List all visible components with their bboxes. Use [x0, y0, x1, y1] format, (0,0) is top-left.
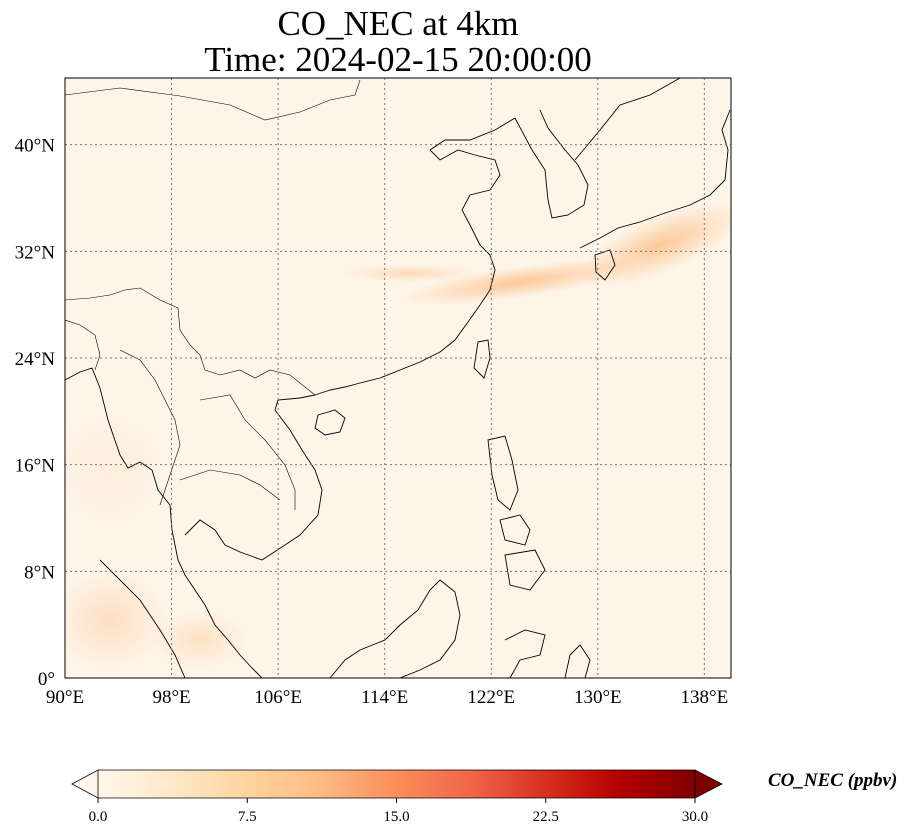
border-laos-vietnam: [199, 394, 296, 510]
coast-indochina-west: [65, 367, 263, 678]
coast-mindanao: [504, 549, 546, 591]
coast-borneo: [329, 579, 461, 678]
coast-taiwan: [473, 339, 491, 379]
map-plot-area: [65, 78, 731, 678]
coast-new-guinea: [564, 644, 591, 678]
x-tick-label: 114°E: [361, 687, 408, 708]
y-tick-label: 16°N: [15, 456, 56, 477]
colorbar-gradient: [98, 770, 695, 798]
y-tick-label: 32°N: [15, 242, 56, 263]
coast-luzon: [487, 435, 519, 511]
x-tick-labels: 90°E 98°E 106°E 114°E 122°E 130°E 138°E: [46, 687, 728, 708]
y-tick-labels: 0° 8°N 16°N 24°N 32°N 40°N: [15, 136, 56, 690]
border-india-bangladesh: [65, 319, 101, 371]
coast-gulf-of-thailand: [184, 394, 323, 561]
x-tick-label: 138°E: [681, 687, 729, 708]
coastlines: [65, 78, 731, 678]
gridlines: [65, 78, 731, 678]
coast-east-china: [429, 117, 516, 246]
colorbar-min-arrow: [71, 769, 99, 799]
map-frame: [64, 77, 732, 679]
colorbar-label: CO_NEC (ppbv): [768, 770, 898, 791]
border-mongolia-china: [65, 79, 361, 121]
y-tick-label: 40°N: [15, 136, 56, 157]
co-patch-sumatra: [65, 570, 170, 670]
coast-hainan: [314, 409, 346, 436]
colorbar-tick-label: 15.0: [383, 809, 409, 825]
y-tick-label: 0°: [38, 669, 55, 690]
border-china-southwest: [65, 287, 316, 396]
colorbar-tick-label: 7.5: [238, 809, 257, 825]
colorbar-tick-label: 0.0: [89, 809, 108, 825]
coast-sumatra: [99, 559, 186, 678]
coast-sulawesi: [504, 629, 546, 678]
x-tick-label: 90°E: [46, 687, 84, 708]
coast-south-china: [314, 244, 496, 396]
coast-visayas: [499, 514, 531, 546]
co-plume-china-coast: [340, 264, 480, 282]
co-plume-japan: [575, 202, 731, 288]
colorbar-tick-label: 30.0: [682, 809, 708, 825]
colorbar-max-arrow: [694, 769, 723, 799]
x-tick-label: 130°E: [574, 687, 622, 708]
border-thailand-cambodia: [179, 469, 281, 501]
colorbar-ticks: 0.0 7.5 15.0 22.5 30.0: [89, 798, 708, 825]
x-tick-label: 106°E: [254, 687, 302, 708]
colorbar: 0.0 7.5 15.0 22.5 30.0: [71, 769, 723, 825]
coast-kyushu: [594, 249, 616, 281]
coast-japan: [579, 109, 731, 249]
co-patch-malaysia: [150, 610, 250, 670]
y-tick-label: 8°N: [24, 562, 55, 583]
x-tick-label: 122°E: [467, 687, 515, 708]
coast-russia-far-east: [574, 78, 681, 161]
map-title-line2: Time: 2024-02-15 20:00:00: [204, 40, 592, 79]
coast-korea: [514, 109, 589, 219]
colorbar-tick-label: 22.5: [533, 809, 559, 825]
map-title-line1: CO_NEC at 4km: [277, 4, 519, 43]
co-patch-myanmar: [65, 410, 170, 530]
concentration-field: [65, 78, 731, 678]
x-tick-label: 98°E: [152, 687, 190, 708]
y-tick-label: 24°N: [15, 349, 56, 370]
